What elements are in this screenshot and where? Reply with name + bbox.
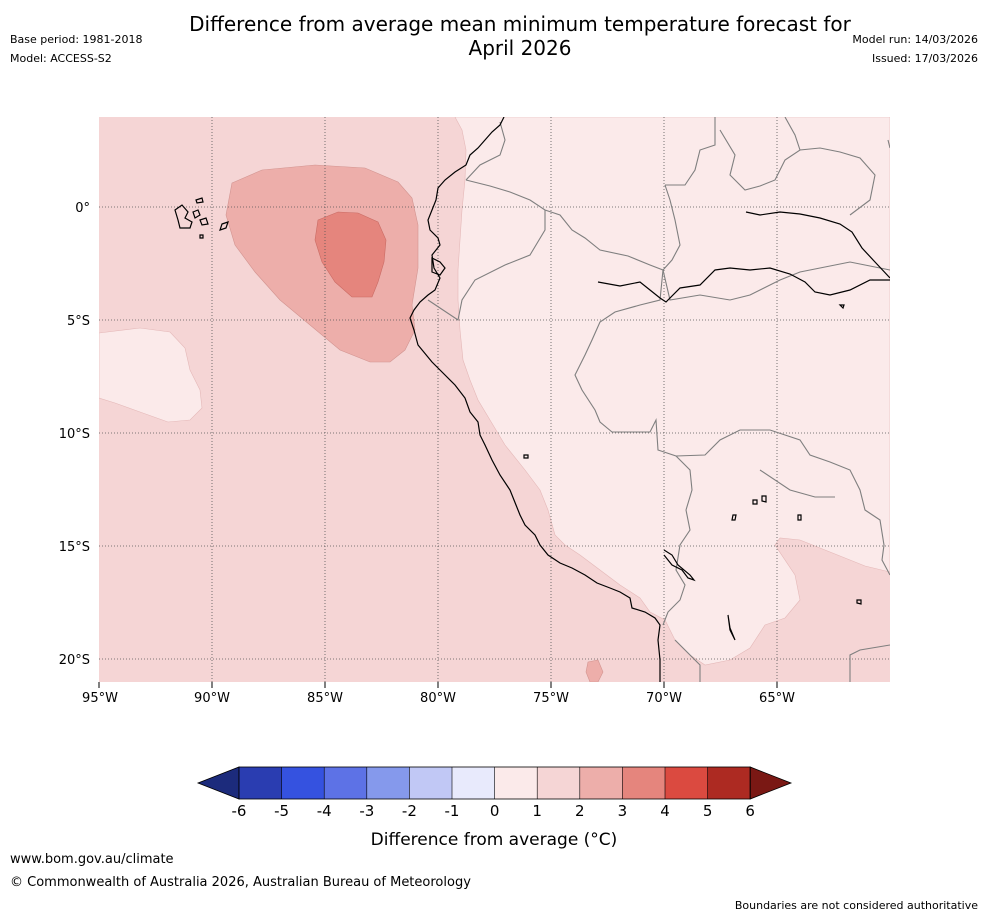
colorbar-arrow-low [196, 766, 240, 800]
longitude-labels: 95°W 90°W 85°W 80°W 75°W 70°W 65°W [82, 691, 795, 706]
meta-left: Base period: 1981-2018 Model: ACCESS-S2 [10, 30, 142, 68]
colorbar-tick-label: 1 [532, 802, 542, 820]
colorbar-tick-label: 3 [618, 802, 628, 820]
colorbar-tick-label: 5 [703, 802, 713, 820]
colorbar-swatch [409, 767, 453, 799]
colorbar-tick-label: 4 [660, 802, 670, 820]
anomaly-region-0-1-continent [454, 117, 890, 666]
colorbar-swatch [665, 767, 709, 799]
lon-label: 80°W [420, 691, 456, 706]
footer-disclaimer: Boundaries are not considered authoritat… [734, 899, 978, 912]
anomaly-region-2-3 [225, 164, 419, 363]
lon-label: 85°W [307, 691, 343, 706]
coastlines [174, 117, 890, 682]
gridlines [99, 117, 890, 682]
base-period: Base period: 1981-2018 [10, 33, 143, 46]
colorbar-tick-label: -6 [232, 802, 247, 820]
model-name: Model: ACCESS-S2 [10, 52, 112, 65]
country-borders [427, 117, 890, 682]
colorbar: -6 -5 -4 -3 -2 -1 0 1 2 3 4 5 6 [196, 766, 793, 820]
colorbar-swatch [452, 767, 496, 799]
title-line-2: April 2026 [468, 36, 572, 60]
lat-label: 5°S [67, 314, 90, 329]
lon-label: 65°W [759, 691, 795, 706]
meta-right: Model run: 14/03/2026 Issued: 17/03/2026 [852, 30, 978, 68]
colorbar-swatch [494, 767, 538, 799]
colorbar-tick-label: 6 [745, 802, 755, 820]
colorbar-swatch [622, 767, 666, 799]
colorbar-tick-label: 2 [575, 802, 585, 820]
lon-label: 70°W [646, 691, 682, 706]
lon-label: 95°W [82, 691, 118, 706]
colorbar-tick-label: -5 [274, 802, 289, 820]
latitude-labels: 0° 5°S 10°S 15°S 20°S [59, 201, 90, 668]
colorbar-swatch [579, 767, 623, 799]
colorbar-swatch [324, 767, 368, 799]
colorbar-swatch [537, 767, 581, 799]
footer-copyright: © Commonwealth of Australia 2026, Austra… [10, 875, 471, 890]
colorbar-arrow-high [749, 766, 793, 800]
lat-label: 20°S [59, 653, 90, 668]
lon-label: 90°W [194, 691, 230, 706]
map-area [99, 117, 890, 682]
colorbar-tick-label: -1 [445, 802, 460, 820]
model-run: Model run: 14/03/2026 [852, 33, 978, 46]
colorbar-swatch [366, 767, 410, 799]
axis-ticks [98, 682, 778, 688]
colorbar-tick-label: -2 [402, 802, 417, 820]
colorbar-tick-label: 0 [490, 802, 500, 820]
issued-date: Issued: 17/03/2026 [871, 52, 978, 65]
footer-url[interactable]: www.bom.gov.au/climate [10, 852, 174, 867]
lat-label: 0° [75, 201, 90, 216]
lat-label: 10°S [59, 427, 90, 442]
colorbar-swatch [281, 767, 325, 799]
lon-label: 75°W [533, 691, 569, 706]
colorbar-swatch [707, 767, 751, 799]
colorbar-tick-label: -4 [317, 802, 332, 820]
lat-label: 15°S [59, 540, 90, 555]
anomaly-region-3-4 [314, 211, 387, 298]
colorbar-label: Difference from average (°C) [371, 830, 618, 850]
colorbar-swatch [239, 767, 283, 799]
chart-title: Difference from average mean minimum tem… [160, 12, 880, 60]
colorbar-tick-label: -3 [359, 802, 374, 820]
anomaly-region-0-1-west [99, 327, 203, 423]
title-line-1: Difference from average mean minimum tem… [189, 12, 851, 36]
anomaly-region-2-3-small [585, 659, 604, 682]
